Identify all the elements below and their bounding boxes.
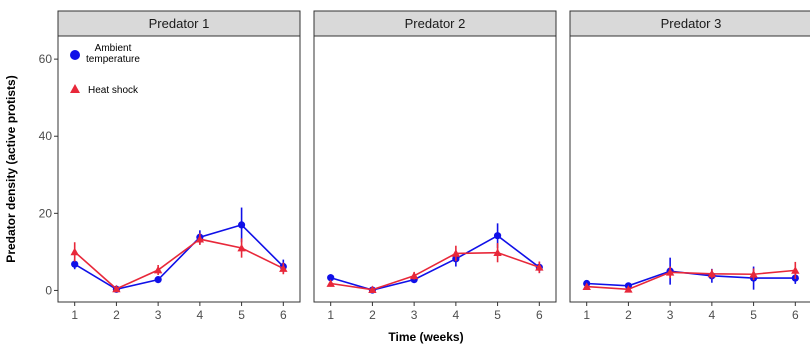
panel-area [57, 35, 301, 303]
x-tick-label: 3 [155, 308, 162, 322]
heat-point [493, 248, 502, 257]
ambient-point [237, 221, 246, 229]
y-tick-label: 40 [39, 129, 53, 143]
legend-label-ambient: temperature [86, 54, 140, 65]
panel-strip [313, 10, 557, 37]
ambient-point [71, 260, 79, 268]
heat-point [624, 285, 633, 293]
heat-point [195, 234, 205, 243]
x-tick-label: 3 [667, 308, 674, 322]
heat-point [153, 265, 163, 274]
legend-label-ambient: Ambient [95, 43, 132, 54]
heat-point [326, 279, 335, 287]
heat-point [665, 268, 675, 276]
y-axis-title: Predator density (active protists) [4, 75, 18, 262]
x-tick-label: 4 [197, 308, 204, 322]
ambient-line [74, 223, 284, 291]
heat-line [74, 238, 284, 290]
heat-point [112, 284, 121, 293]
panel-2: Predator 2 1 2 3 4 5 6 [313, 10, 557, 322]
x-tick-label: 1 [327, 308, 334, 322]
panel-title: Predator 1 [149, 16, 210, 31]
panel-title: Predator 3 [661, 16, 722, 31]
heat-point [70, 247, 79, 256]
panel-area [569, 35, 810, 303]
x-tick-label: 2 [369, 308, 376, 322]
x-tick-label: 2 [113, 308, 120, 322]
y-tick-label: 60 [39, 52, 53, 66]
legend-marker-ambient [70, 50, 80, 60]
panel-1: Predator 1 1 2 3 4 5 6 [57, 10, 301, 322]
x-tick-label: 6 [536, 308, 543, 322]
ambient-point [154, 276, 162, 284]
x-tick-label: 6 [280, 308, 287, 322]
heat-point [237, 243, 246, 252]
heat-point [707, 269, 717, 278]
panel-strip [569, 10, 810, 37]
heat-point [451, 249, 461, 257]
y-tick-label: 20 [39, 206, 53, 220]
heat-line [586, 269, 796, 291]
heat-line [330, 251, 540, 291]
heat-point [749, 270, 758, 278]
x-tick-label: 5 [750, 308, 757, 322]
x-tick-label: 5 [494, 308, 501, 322]
x-tick-label: 4 [453, 308, 460, 322]
heat-point [409, 271, 419, 280]
panel-strip [57, 10, 301, 37]
x-tick-label: 4 [709, 308, 716, 322]
heat-point [535, 263, 544, 271]
x-tick-label: 5 [238, 308, 245, 322]
ambient-point [327, 274, 335, 282]
x-tick-label: 1 [583, 308, 590, 322]
heat-point [791, 266, 800, 274]
x-tick-label: 6 [792, 308, 799, 322]
panel-title: Predator 2 [405, 16, 466, 31]
x-axis-title: Time (weeks) [388, 330, 463, 344]
legend-label-heat: Heat shock [88, 85, 139, 96]
heat-point [279, 264, 288, 272]
y-tick-label: 0 [45, 283, 52, 297]
panel-area [313, 35, 557, 303]
heat-point [582, 282, 591, 290]
legend-marker-heat [70, 84, 80, 93]
x-tick-label: 1 [71, 308, 78, 322]
x-tick-label: 2 [625, 308, 632, 322]
ambient-point [493, 232, 502, 240]
x-tick-label: 3 [411, 308, 418, 322]
heat-point [368, 285, 377, 294]
panel-3: Predator 3 1 2 3 4 5 6 [569, 10, 810, 322]
